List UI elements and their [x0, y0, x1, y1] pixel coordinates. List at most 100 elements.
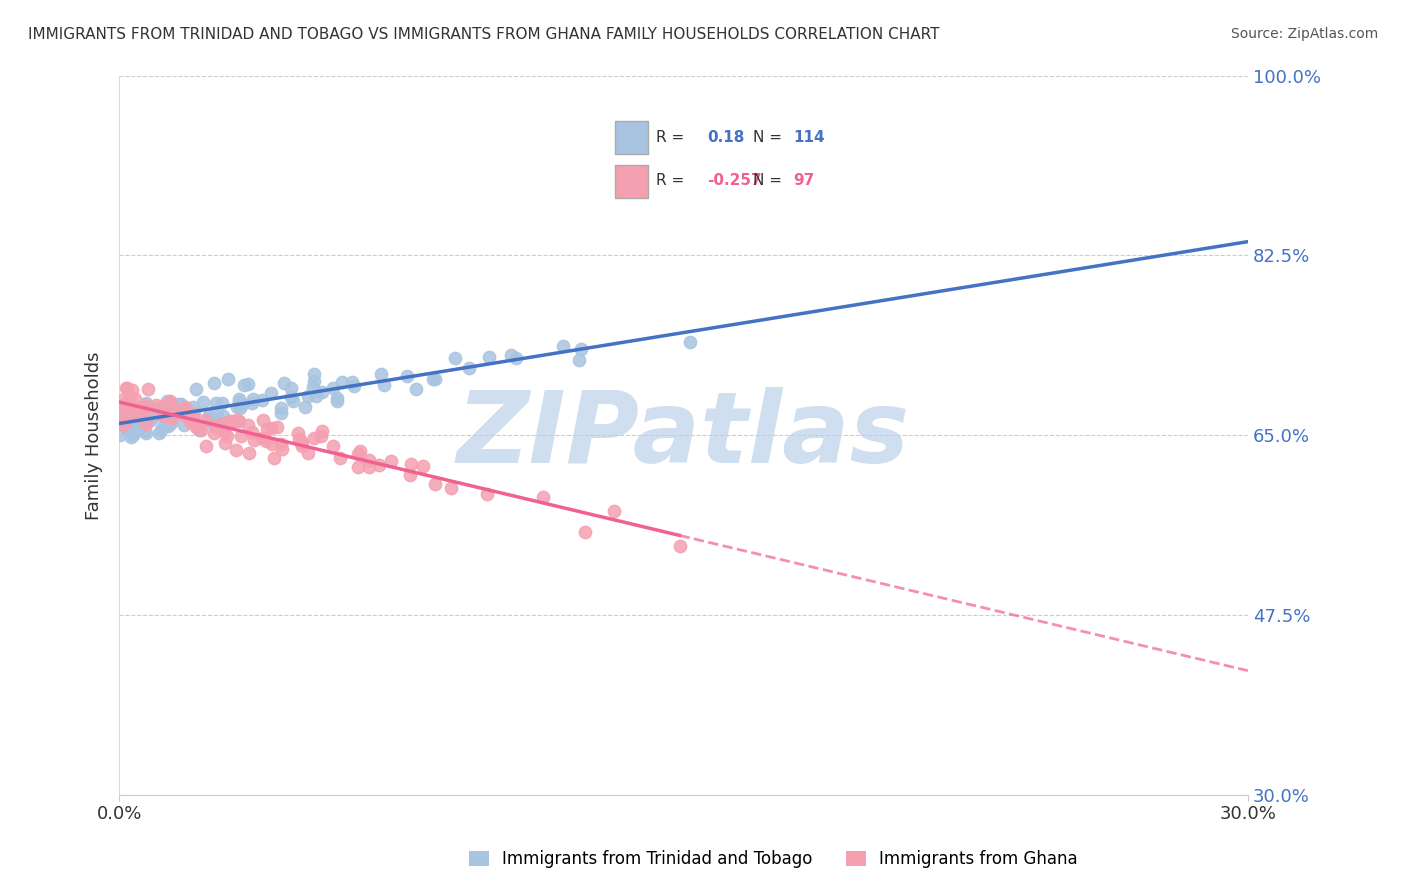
- Immigrants from Trinidad and Tobago: [302, 374, 325, 388]
- Immigrants from Trinidad and Tobago: [273, 376, 295, 390]
- Immigrants from Ghana: [322, 439, 344, 453]
- Immigrants from Trinidad and Tobago: [198, 408, 221, 422]
- Immigrants from Trinidad and Tobago: [679, 334, 702, 349]
- Immigrants from Ghana: [115, 381, 138, 395]
- Immigrants from Ghana: [152, 399, 174, 413]
- Immigrants from Ghana: [184, 419, 207, 434]
- Immigrants from Ghana: [176, 404, 198, 418]
- Immigrants from Trinidad and Tobago: [114, 412, 136, 426]
- Immigrants from Ghana: [291, 435, 314, 450]
- Immigrants from Ghana: [121, 407, 143, 421]
- Immigrants from Trinidad and Tobago: [121, 430, 143, 444]
- Immigrants from Ghana: [225, 442, 247, 457]
- Immigrants from Trinidad and Tobago: [205, 411, 228, 425]
- Immigrants from Ghana: [114, 396, 136, 410]
- Immigrants from Trinidad and Tobago: [135, 426, 157, 441]
- Immigrants from Ghana: [240, 425, 263, 439]
- Immigrants from Trinidad and Tobago: [212, 409, 235, 423]
- Immigrants from Trinidad and Tobago: [124, 406, 146, 420]
- Immigrants from Ghana: [475, 487, 498, 501]
- Immigrants from Trinidad and Tobago: [202, 376, 225, 391]
- Immigrants from Trinidad and Tobago: [112, 414, 135, 428]
- Immigrants from Trinidad and Tobago: [302, 379, 325, 393]
- Immigrants from Ghana: [263, 451, 285, 466]
- Immigrants from Trinidad and Tobago: [422, 372, 444, 386]
- Immigrants from Ghana: [215, 429, 238, 443]
- Immigrants from Ghana: [423, 476, 446, 491]
- Immigrants from Trinidad and Tobago: [205, 396, 228, 410]
- Immigrants from Trinidad and Tobago: [153, 417, 176, 432]
- Immigrants from Trinidad and Tobago: [326, 392, 349, 406]
- Immigrants from Ghana: [156, 409, 179, 423]
- Immigrants from Ghana: [222, 413, 245, 427]
- Immigrants from Trinidad and Tobago: [297, 389, 319, 403]
- Immigrants from Ghana: [309, 428, 332, 442]
- Immigrants from Ghana: [176, 409, 198, 423]
- Immigrants from Trinidad and Tobago: [132, 424, 155, 438]
- Immigrants from Ghana: [150, 408, 173, 422]
- Immigrants from Ghana: [218, 415, 240, 429]
- Immigrants from Trinidad and Tobago: [373, 378, 395, 392]
- Immigrants from Ghana: [124, 392, 146, 406]
- Immigrants from Trinidad and Tobago: [198, 410, 221, 425]
- Immigrants from Trinidad and Tobago: [125, 423, 148, 437]
- Immigrants from Trinidad and Tobago: [425, 372, 447, 386]
- Immigrants from Ghana: [195, 439, 218, 453]
- Immigrants from Ghana: [287, 425, 309, 440]
- Immigrants from Ghana: [368, 458, 391, 472]
- Immigrants from Trinidad and Tobago: [131, 411, 153, 425]
- Immigrants from Trinidad and Tobago: [444, 351, 467, 365]
- Immigrants from Ghana: [122, 409, 145, 423]
- Immigrants from Ghana: [181, 408, 204, 422]
- Immigrants from Trinidad and Tobago: [322, 380, 344, 394]
- Immigrants from Trinidad and Tobago: [152, 407, 174, 421]
- Immigrants from Trinidad and Tobago: [118, 411, 141, 425]
- Immigrants from Trinidad and Tobago: [232, 377, 254, 392]
- Immigrants from Ghana: [121, 383, 143, 397]
- Immigrants from Trinidad and Tobago: [169, 408, 191, 422]
- Immigrants from Trinidad and Tobago: [231, 397, 253, 411]
- Immigrants from Ghana: [270, 442, 292, 456]
- Immigrants from Trinidad and Tobago: [242, 396, 264, 410]
- Immigrants from Ghana: [128, 408, 150, 422]
- Immigrants from Trinidad and Tobago: [115, 422, 138, 436]
- Immigrants from Ghana: [359, 453, 381, 467]
- Immigrants from Trinidad and Tobago: [193, 394, 215, 409]
- Immigrants from Trinidad and Tobago: [281, 394, 304, 409]
- Immigrants from Trinidad and Tobago: [205, 409, 228, 423]
- Y-axis label: Family Households: Family Households: [86, 351, 103, 519]
- Immigrants from Trinidad and Tobago: [236, 376, 259, 391]
- Immigrants from Trinidad and Tobago: [118, 410, 141, 425]
- Immigrants from Ghana: [190, 424, 212, 438]
- Immigrants from Trinidad and Tobago: [125, 413, 148, 427]
- Immigrants from Ghana: [252, 412, 274, 426]
- Immigrants from Trinidad and Tobago: [170, 397, 193, 411]
- Immigrants from Ghana: [329, 451, 352, 466]
- Immigrants from Ghana: [238, 417, 260, 432]
- Immigrants from Trinidad and Tobago: [157, 417, 180, 431]
- Immigrants from Ghana: [115, 414, 138, 428]
- Immigrants from Ghana: [347, 447, 370, 461]
- Immigrants from Trinidad and Tobago: [505, 351, 527, 365]
- Immigrants from Ghana: [204, 419, 226, 434]
- Immigrants from Trinidad and Tobago: [226, 400, 249, 414]
- Immigrants from Trinidad and Tobago: [139, 413, 162, 427]
- Immigrants from Ghana: [205, 419, 228, 434]
- Immigrants from Trinidad and Tobago: [153, 405, 176, 419]
- Immigrants from Trinidad and Tobago: [124, 409, 146, 424]
- Immigrants from Ghana: [120, 390, 142, 404]
- Immigrants from Trinidad and Tobago: [117, 403, 139, 417]
- Immigrants from Trinidad and Tobago: [131, 402, 153, 417]
- Immigrants from Ghana: [574, 525, 596, 540]
- Immigrants from Ghana: [440, 481, 463, 495]
- Immigrants from Ghana: [250, 431, 273, 445]
- Immigrants from Trinidad and Tobago: [173, 418, 195, 433]
- Immigrants from Trinidad and Tobago: [131, 410, 153, 425]
- Immigrants from Ghana: [110, 393, 132, 408]
- Immigrants from Trinidad and Tobago: [229, 401, 252, 416]
- Immigrants from Ghana: [136, 382, 159, 396]
- Immigrants from Trinidad and Tobago: [148, 425, 170, 440]
- Immigrants from Trinidad and Tobago: [160, 400, 183, 414]
- Immigrants from Trinidad and Tobago: [184, 382, 207, 396]
- Immigrants from Ghana: [170, 403, 193, 417]
